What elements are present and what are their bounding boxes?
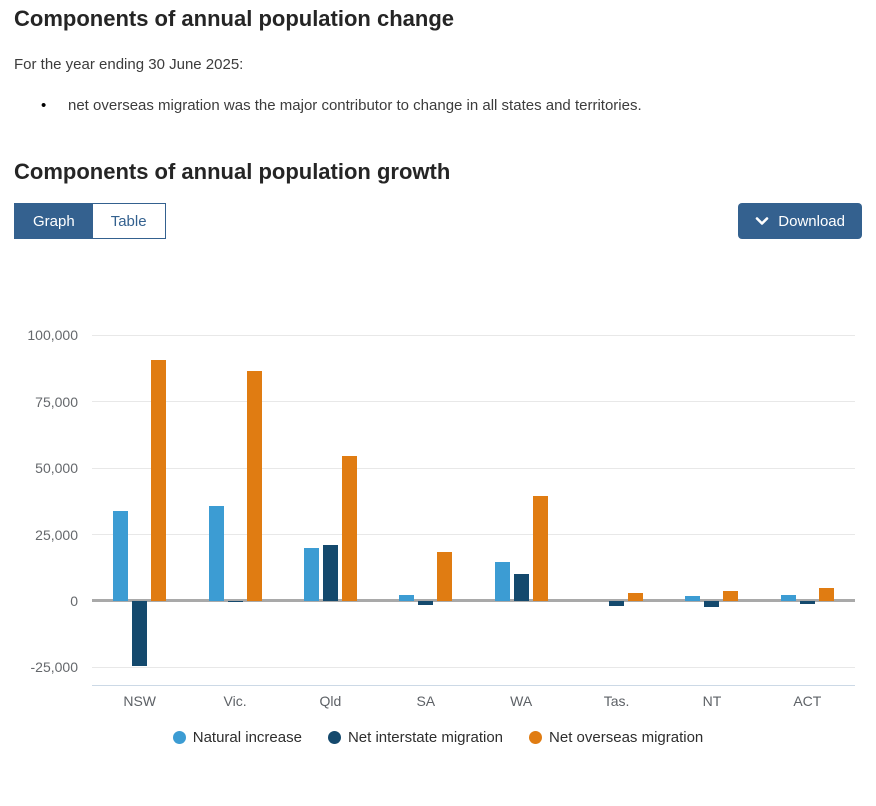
- y-tick-label: 50,000: [35, 460, 78, 477]
- x-tick-label: WA: [510, 693, 533, 709]
- bar-natural-increase-sa[interactable]: [399, 594, 415, 601]
- bar-net-overseas-migration-sa[interactable]: [437, 552, 453, 601]
- tab-graph[interactable]: Graph: [15, 204, 93, 238]
- page: Components of annual population change F…: [0, 0, 876, 770]
- y-tick-label: 25,000: [35, 526, 78, 543]
- gridline: [92, 666, 855, 668]
- legend-marker-icon: [172, 731, 186, 744]
- bar-natural-increase-wa[interactable]: [494, 562, 510, 601]
- zero-axis-line: [92, 599, 855, 602]
- bar-natural-increase-nsw[interactable]: [113, 510, 129, 601]
- view-toggle: Graph Table: [14, 203, 166, 239]
- legend-item-natural-increase[interactable]: Natural increase: [172, 729, 302, 746]
- x-tick-label: NSW: [123, 693, 157, 709]
- legend-marker-icon: [327, 731, 341, 744]
- bar-net-interstate-migration-act[interactable]: [799, 601, 815, 605]
- x-tick-label: Qld: [319, 693, 342, 709]
- legend: Natural increase Net interstate migration…: [14, 729, 862, 746]
- bar-natural-increase-qld[interactable]: [303, 547, 319, 601]
- gridline: [92, 534, 855, 536]
- chevron-down-icon: [755, 216, 769, 226]
- x-tick-label: Tas.: [603, 693, 630, 709]
- legend-item-net-overseas-migration[interactable]: Net overseas migration: [529, 729, 703, 746]
- bar-net-interstate-migration-sa[interactable]: [418, 601, 434, 605]
- bar-natural-increase-nt[interactable]: [685, 595, 701, 601]
- bar-net-overseas-migration-act[interactable]: [818, 587, 834, 601]
- y-tick-label: 100,000: [27, 327, 78, 344]
- bar-net-overseas-migration-nt[interactable]: [723, 591, 739, 601]
- intro-text: For the year ending 30 June 2025:: [14, 56, 244, 73]
- bar-natural-increase-vic[interactable]: [208, 505, 224, 601]
- section-title: Components of annual population growth: [14, 159, 451, 184]
- summary-bullet: net overseas migration was the major con…: [41, 95, 862, 117]
- y-tick-label: 0: [70, 593, 78, 609]
- x-tick-label: NT: [702, 693, 722, 709]
- bar-net-overseas-migration-nsw[interactable]: [151, 360, 167, 601]
- gridline: [92, 467, 855, 469]
- legend-label: Net overseas migration: [549, 729, 704, 746]
- population-growth-chart: 100,000 75,000 50,000 25,000 0 -25,000 NSW Vic…: [14, 315, 862, 770]
- bar-net-interstate-migration-nt[interactable]: [704, 601, 720, 607]
- bar-net-overseas-migration-vic[interactable]: [246, 371, 262, 601]
- legend-marker-icon: [529, 731, 543, 744]
- bar-net-overseas-migration-wa[interactable]: [532, 496, 548, 601]
- summary-list: net overseas migration was the major con…: [14, 95, 862, 117]
- plot-area: [92, 315, 855, 686]
- plot-bottom-border: [92, 685, 855, 686]
- bar-net-overseas-migration-qld[interactable]: [341, 456, 357, 601]
- x-tick-label: ACT: [793, 693, 822, 709]
- bar-net-interstate-migration-nsw[interactable]: [132, 601, 148, 667]
- bar-net-interstate-migration-vic[interactable]: [227, 601, 243, 603]
- legend-label: Net interstate migration: [347, 729, 504, 746]
- download-label: Download: [778, 212, 845, 230]
- chart-toolbar: Graph Table Download: [14, 203, 862, 239]
- gridline: [92, 401, 855, 403]
- bar-natural-increase-act[interactable]: [780, 594, 796, 601]
- gridline: [92, 334, 855, 336]
- legend-label: Natural increase: [192, 729, 302, 746]
- download-button[interactable]: Download: [738, 203, 862, 239]
- y-tick-label: 75,000: [35, 393, 78, 410]
- legend-item-net-interstate-migration[interactable]: Net interstate migration: [327, 729, 504, 746]
- page-title: Components of annual population change: [14, 6, 454, 31]
- bar-net-interstate-migration-wa[interactable]: [513, 574, 529, 601]
- x-tick-label: SA: [416, 693, 436, 709]
- x-tick-label: Vic.: [223, 693, 247, 709]
- tab-table[interactable]: Table: [92, 204, 165, 238]
- bar-net-interstate-migration-qld[interactable]: [322, 544, 338, 601]
- bar-net-interstate-migration-tas[interactable]: [609, 601, 625, 607]
- y-tick-label: -25,000: [30, 659, 78, 676]
- bar-net-overseas-migration-tas[interactable]: [628, 593, 644, 601]
